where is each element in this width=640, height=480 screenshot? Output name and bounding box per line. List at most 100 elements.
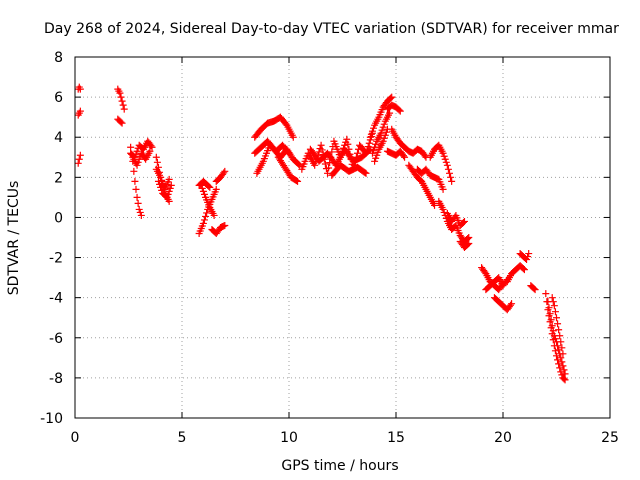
data-point <box>442 158 450 166</box>
data-point <box>165 175 173 183</box>
data-point <box>381 131 389 139</box>
data-point <box>377 129 385 137</box>
series-f4 <box>274 153 302 185</box>
series-c1 <box>127 143 145 219</box>
data-point <box>289 133 297 141</box>
data-point <box>148 143 156 151</box>
data-point <box>221 167 229 175</box>
data-point <box>199 187 207 195</box>
data-point <box>154 177 162 185</box>
series-l1 <box>478 264 507 294</box>
series-c2 <box>127 137 156 161</box>
series-k2 <box>443 209 468 229</box>
data-point <box>547 316 555 324</box>
series-l3 <box>490 294 516 314</box>
data-point <box>353 149 361 157</box>
data-point <box>464 235 472 243</box>
data-point <box>465 240 473 248</box>
series-e4 <box>208 221 229 237</box>
data-point <box>555 326 563 334</box>
data-point <box>167 181 175 189</box>
data-point <box>551 308 559 316</box>
data-point <box>163 193 171 201</box>
series-m2 <box>527 282 539 294</box>
series-g2 <box>306 145 374 169</box>
data-point <box>554 342 562 350</box>
y-tick-label: 4 <box>54 130 63 146</box>
data-point <box>158 186 166 194</box>
data-point <box>550 302 558 310</box>
data-point <box>318 146 326 154</box>
series-a2 <box>74 107 84 119</box>
x-tick-label: 0 <box>71 430 80 446</box>
data-point <box>135 205 143 213</box>
data-point <box>382 128 390 136</box>
data-point <box>548 322 556 330</box>
data-point <box>372 140 380 148</box>
y-tick-label: 8 <box>54 50 63 66</box>
data-point <box>439 185 447 193</box>
y-tick-labels: -10 -8 -6 -4 -2 0 2 4 6 8 <box>40 50 63 427</box>
data-point <box>460 217 468 225</box>
grid-lines <box>75 57 610 418</box>
series-a3 <box>74 151 84 167</box>
series-b2 <box>114 115 126 127</box>
data-point <box>524 253 532 261</box>
y-tick-label: 0 <box>54 210 63 226</box>
x-tick-label: 20 <box>494 430 512 446</box>
data-point <box>117 93 125 101</box>
data-point <box>361 169 369 177</box>
series-f3 <box>253 141 293 177</box>
data-point <box>506 301 514 309</box>
data-point <box>387 94 395 102</box>
series-a1 <box>74 83 84 93</box>
data-point <box>294 177 302 185</box>
data-point <box>321 160 329 168</box>
y-tick-label: -2 <box>49 251 63 267</box>
series-e5 <box>212 167 229 185</box>
data-point <box>368 149 376 157</box>
data-point <box>370 124 378 132</box>
series-e2 <box>197 181 218 219</box>
data-point <box>431 201 439 209</box>
y-tick-label: -8 <box>49 371 63 387</box>
data-point <box>76 151 84 159</box>
series-i4 <box>413 165 447 193</box>
data-point <box>198 184 206 192</box>
data-point <box>523 256 531 264</box>
data-point <box>205 182 213 190</box>
axis-ticks <box>74 56 611 419</box>
data-point <box>159 179 167 187</box>
data-point <box>560 375 568 383</box>
data-point <box>134 199 142 207</box>
data-point <box>118 119 126 127</box>
data-point <box>542 290 550 298</box>
data-point <box>559 362 567 370</box>
data-point <box>439 205 447 213</box>
data-point <box>200 190 208 198</box>
x-tick-label: 10 <box>280 430 298 446</box>
data-point <box>366 133 374 141</box>
data-point <box>166 184 174 192</box>
data-point <box>560 366 568 374</box>
data-point <box>292 177 300 185</box>
data-point <box>133 161 141 169</box>
data-point <box>558 371 566 379</box>
data-point <box>325 164 333 172</box>
data-point <box>127 143 135 151</box>
data-point <box>379 123 387 131</box>
data-point <box>440 152 448 160</box>
data-point <box>558 358 566 366</box>
data-point <box>132 185 140 193</box>
data-point <box>447 173 455 181</box>
data-point <box>481 268 489 276</box>
data-point <box>372 154 380 162</box>
data-point <box>370 146 378 154</box>
series-h2 <box>368 109 394 157</box>
data-point <box>448 177 456 185</box>
data-point <box>519 265 527 273</box>
series-i1 <box>388 125 430 161</box>
data-point <box>371 157 379 165</box>
data-point <box>119 101 127 109</box>
